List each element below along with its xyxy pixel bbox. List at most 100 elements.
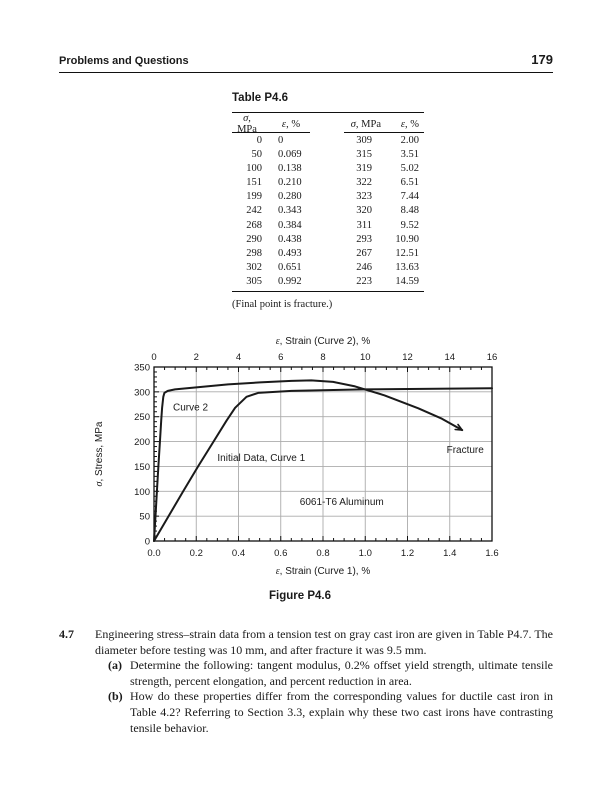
- y-axis-tick-label: 200: [134, 437, 150, 448]
- table-cell: 302: [246, 261, 262, 273]
- table-cell: 0.138: [278, 163, 302, 175]
- table-cell: 50: [251, 149, 263, 161]
- table-cell: 319: [356, 163, 372, 175]
- table-cell: 0: [256, 135, 262, 146]
- problem-intro: Engineering stress–strain data from a te…: [95, 627, 553, 657]
- bottom-axis-tick-label: 0.8: [316, 548, 329, 559]
- top-axis-tick-label: 14: [444, 352, 455, 363]
- figure-caption: Figure P4.6: [269, 590, 331, 602]
- table-cell: 0.280: [278, 191, 302, 203]
- table-cell: 242: [246, 205, 262, 217]
- top-axis-tick-label: 6: [278, 352, 283, 363]
- table-cell: 2.00: [400, 135, 419, 146]
- fracture-arrowhead: [457, 423, 464, 431]
- table-body: 0 0 309 2.00 50 0.069 315 3.51 100 0.138 319 5.02 15…: [232, 132, 424, 289]
- chart-annotation: 6061-T6 Aluminum: [300, 497, 384, 508]
- problem-part-b-label: (b): [108, 689, 123, 704]
- table-cell: 298: [246, 247, 262, 259]
- table-cell: 267: [356, 247, 372, 259]
- table-cell: 8.48: [400, 205, 419, 217]
- y-axis-tick-label: 350: [134, 363, 150, 374]
- table-cell: 9.52: [400, 219, 419, 231]
- chart-annotation: Curve 2: [173, 402, 208, 413]
- table-cell: 0.493: [278, 247, 302, 259]
- stress-strain-chart: 0 2 4 6 8 10 12 14 16 0.0 0.2 0.4 0.6 0.8 1.0 1.2 1.4 1.6…: [94, 336, 499, 577]
- chart-annotation: Initial Data, Curve 1: [217, 453, 305, 464]
- bottom-axis-tick-label: 1.2: [401, 548, 414, 559]
- top-axis-title: ε, Strain (Curve 2), %: [276, 336, 371, 347]
- table-header-rule-right: [344, 132, 424, 133]
- table-row: 151 0.210 322 6.51: [232, 176, 424, 190]
- bottom-axis-tick-label: 0.4: [232, 548, 245, 559]
- table-cell: 0: [278, 135, 284, 146]
- table-row: 290 0.438 293 10.90: [232, 233, 424, 247]
- table-row: 100 0.138 319 5.02: [232, 162, 424, 176]
- bottom-axis-tick-label: 1.6: [485, 548, 498, 559]
- bottom-axis-tick-label: 0.0: [147, 548, 160, 559]
- table-cell: 10.90: [395, 233, 419, 245]
- table-row: 268 0.384 311 9.52: [232, 219, 424, 233]
- table-cell: 268: [246, 219, 262, 231]
- table-cell: 14.59: [395, 275, 419, 287]
- table-bottom-rule: [232, 291, 424, 293]
- y-axis-tick-label: 100: [134, 487, 150, 498]
- table-row: 305 0.992 223 14.59: [232, 275, 424, 289]
- problem-number: 4.7: [59, 627, 74, 641]
- table-cell: 246: [356, 261, 372, 273]
- table-cell: 100: [246, 163, 262, 175]
- curve-line-1: [153, 379, 464, 542]
- top-axis-tick-label: 8: [320, 352, 325, 363]
- problem-part-a-text: Determine the following: tangent modulus…: [130, 658, 553, 688]
- problem-4-7: 4.7 Engineering stress–strain data from …: [59, 627, 553, 736]
- table-cell: 0.069: [278, 149, 302, 161]
- bottom-axis-tick-label: 1.0: [359, 548, 372, 559]
- page-number: 179: [531, 52, 553, 67]
- curve-line-2: [153, 387, 493, 542]
- y-axis-title: σ, Stress, MPa: [94, 421, 105, 486]
- table-cell: 305: [246, 275, 262, 287]
- table-row: 199 0.280 323 7.44: [232, 190, 424, 204]
- table-row: 298 0.493 267 12.51: [232, 247, 424, 261]
- table-cell: 323: [356, 191, 372, 203]
- column-header: σ, MPa: [350, 118, 381, 130]
- bottom-axis-tick-label: 0.6: [274, 548, 287, 559]
- top-axis-tick-label: 0: [151, 352, 156, 363]
- y-axis-tick-label: 50: [139, 512, 150, 523]
- top-axis-tick-label: 12: [402, 352, 413, 363]
- table-cell: 0.992: [278, 275, 302, 287]
- top-axis-tick-label: 10: [360, 352, 371, 363]
- table-cell: 0.210: [278, 177, 302, 189]
- bottom-axis-title: ε, Strain (Curve 1), %: [276, 566, 371, 577]
- problem-part-b-text: How do these properties differ from the …: [130, 689, 553, 735]
- tick-labels: 0 2 4 6 8 10 12 14 16 0.0 0.2 0.4 0.6 0.8 1.0 1.2 1.4 1.6…: [134, 352, 498, 559]
- table-cell: 3.51: [400, 149, 419, 161]
- table-cell: 311: [356, 219, 372, 231]
- table-row: 0 0 309 2.00: [232, 134, 424, 148]
- table-cell: 0.438: [278, 233, 302, 245]
- table-cell: 199: [246, 191, 262, 203]
- table-cell: 13.63: [395, 261, 419, 273]
- fracture-arrowhead: [454, 428, 464, 431]
- problem-part-b: (b) How do these properties differ from …: [59, 689, 553, 736]
- table-cell: 6.51: [400, 177, 419, 189]
- table-cell: 315: [356, 149, 372, 161]
- problem-part-a-label: (a): [108, 658, 122, 673]
- top-axis-tick-label: 4: [236, 352, 241, 363]
- table-row: 242 0.343 320 8.48: [232, 204, 424, 218]
- table-cell: 322: [356, 177, 372, 189]
- column-header: ε, %: [281, 118, 301, 130]
- y-axis-tick-label: 150: [134, 462, 150, 473]
- table-cell: 5.02: [400, 163, 419, 175]
- table-cell: 0.384: [278, 219, 302, 231]
- page-header: Problems and Questions 179: [59, 52, 553, 73]
- problem-part-a: (a) Determine the following: tangent mod…: [59, 658, 553, 689]
- y-axis-tick-label: 300: [134, 387, 150, 398]
- bottom-axis-tick-label: 0.2: [190, 548, 203, 559]
- table-header-rule-left: [232, 132, 310, 133]
- table-cell: 151: [246, 177, 262, 189]
- chart-annotation: Fracture: [447, 445, 485, 456]
- table-cell: 0.651: [278, 261, 302, 273]
- column-header: ε, %: [400, 118, 419, 130]
- table-cell: 290: [246, 233, 262, 245]
- table-cell: 309: [356, 135, 372, 146]
